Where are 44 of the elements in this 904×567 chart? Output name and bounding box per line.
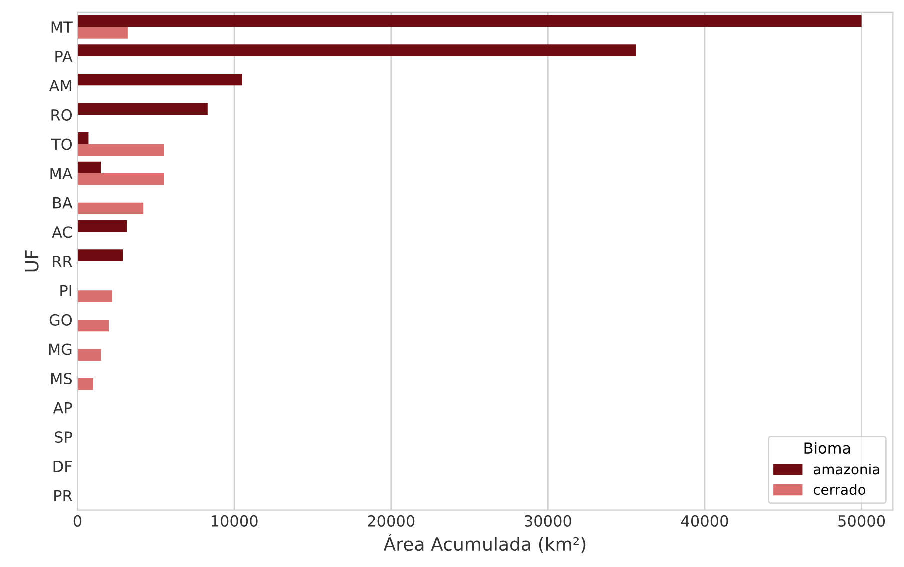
bar [78,74,242,86]
y-tick-label: PR [54,490,72,502]
bar [78,162,102,174]
y-tick-label: MA [50,168,73,180]
y-tick-label: PI [60,285,72,296]
bar [78,378,94,390]
x-tick-label: 40000 [681,515,728,527]
y-tick-label: RO [52,109,72,121]
bar [78,320,110,332]
bar [78,44,636,56]
x-tick-label: 50000 [838,515,886,527]
bar [78,290,112,302]
x-axis-title: Área Acumulada (km²) [384,534,586,554]
bar [78,250,124,262]
y-tick-label: AM [49,80,72,92]
x-tick-label: 20000 [368,515,415,527]
bar [78,132,89,144]
y-tick-label: BA [53,197,73,209]
bar [78,27,128,39]
bar [78,220,128,232]
y-tick-label: AC [52,226,72,238]
bar [78,202,144,215]
bar [78,103,208,115]
y-tick-label: PA [56,51,73,62]
y-tick-label: RR [53,256,72,268]
bar [78,144,164,156]
y-tick-label: MS [52,372,72,385]
y-tick-label: MT [52,22,73,33]
y-tick-label: GO [50,314,72,326]
y-axis-title: UF [25,250,39,272]
y-tick-label: AP [53,402,72,414]
bar [78,349,102,361]
y-tick-label: DF [54,461,72,472]
x-tick-label: 30000 [525,515,572,527]
x-tick-label: 0 [74,515,82,527]
legend-title: Bioma [804,442,850,454]
bar [78,174,164,186]
bar [78,15,862,28]
legend-label: cerrado [814,484,866,496]
y-tick-label: TO [51,138,72,150]
y-tick-label: MG [49,344,72,356]
x-tick-label: 10000 [212,515,258,527]
y-tick-label: SP [54,432,72,444]
legend-label: amazonia [814,464,880,475]
